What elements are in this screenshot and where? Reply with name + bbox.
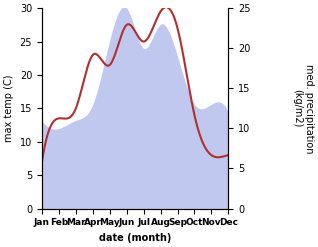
- Y-axis label: max temp (C): max temp (C): [4, 75, 14, 142]
- Y-axis label: med. precipitation
(kg/m2): med. precipitation (kg/m2): [292, 64, 314, 153]
- X-axis label: date (month): date (month): [99, 233, 171, 243]
